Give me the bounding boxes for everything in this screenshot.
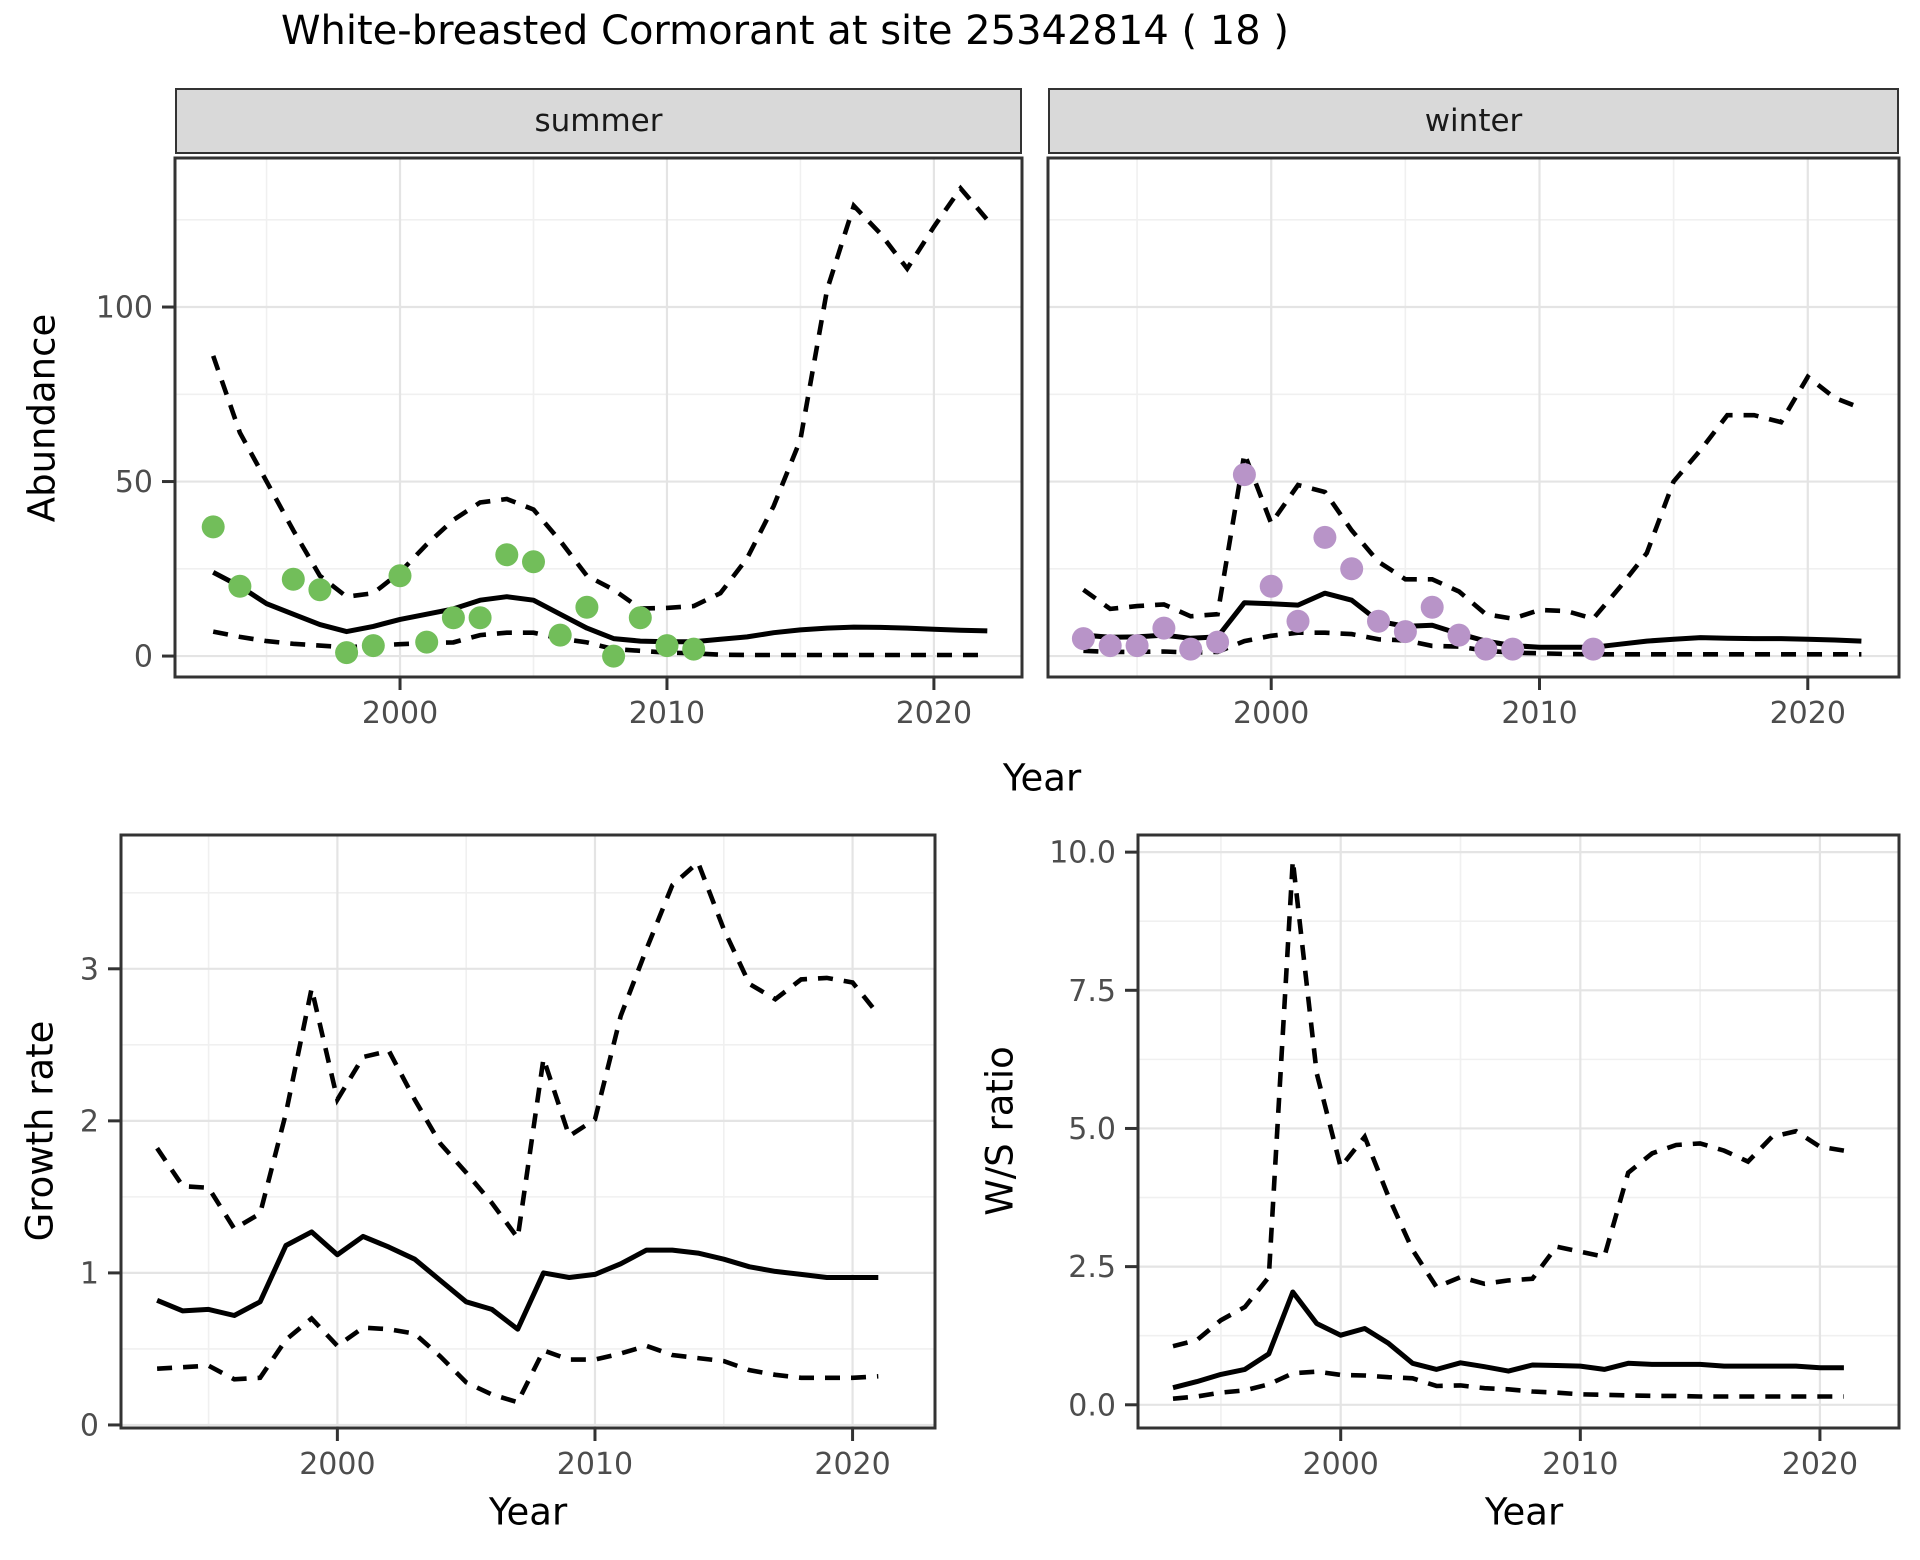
facet-strip-winter: winter <box>1048 88 1899 154</box>
x-tick-label: 2010 <box>1542 1447 1618 1482</box>
data-point-winter <box>1420 595 1444 619</box>
data-point-winter <box>1367 609 1390 633</box>
data-point-winter <box>1393 620 1417 644</box>
data-point-summer <box>628 606 652 630</box>
panel-abundance_summer: 2000 2010 2020 0 50 100 <box>96 156 1024 731</box>
data-point-winter <box>1447 623 1471 647</box>
x-axis-title-year-top: Year <box>1002 756 1082 800</box>
panel-border <box>1046 156 1901 679</box>
data-point-summer <box>228 574 252 598</box>
data-point-summer <box>575 595 599 619</box>
ci-upper-line <box>1082 373 1863 622</box>
y-tick-label: 5.0 <box>1068 1112 1116 1147</box>
data-point-winter <box>1581 637 1605 661</box>
fit-line <box>1172 1289 1844 1391</box>
y-axis-title-growth-rate: Growth rate <box>18 1020 62 1242</box>
x-tick-label: 2000 <box>299 1447 375 1482</box>
ci-upper-line <box>211 184 990 611</box>
y-tick-label: 2 <box>80 1104 99 1139</box>
y-tick-label: 100 <box>96 291 153 326</box>
y-axis-title-ws-ratio: W/S ratio <box>978 1046 1022 1216</box>
data-point-summer <box>495 543 519 567</box>
x-tick-label: 2020 <box>814 1447 890 1482</box>
panel-abundance_winter: 2000 2010 2020 <box>1046 156 1901 731</box>
data-point-summer <box>201 515 225 539</box>
y-tick-label: 2.5 <box>1068 1250 1116 1285</box>
y-tick-label: 50 <box>115 465 153 500</box>
data-point-winter <box>1071 627 1095 651</box>
data-point-winter <box>1340 557 1364 581</box>
chart-title: White-breasted Cormorant at site 2534281… <box>280 8 1290 54</box>
facet-strip-summer: summer <box>175 88 1022 154</box>
data-point-winter <box>1286 609 1310 633</box>
fit-line <box>212 570 988 645</box>
x-tick-label: 2010 <box>629 696 705 731</box>
data-point-winter <box>1501 637 1525 661</box>
data-point-winter <box>1098 634 1122 658</box>
facet-strip-summer-label: summer <box>534 103 663 139</box>
panel-background <box>1138 835 1899 1428</box>
x-tick-label: 2000 <box>1233 696 1309 731</box>
data-point-winter <box>1232 463 1256 487</box>
x-axis-title-year-ws: Year <box>1484 1490 1564 1534</box>
panel-border <box>173 156 1024 679</box>
data-point-summer <box>281 567 305 591</box>
y-tick-label: 0 <box>134 640 153 675</box>
data-point-winter <box>1313 525 1337 549</box>
x-tick-label: 2000 <box>362 696 438 731</box>
data-point-summer <box>441 606 465 630</box>
y-tick-label: 0 <box>80 1408 99 1443</box>
fit-line <box>156 1229 879 1332</box>
y-tick-label: 0.0 <box>1068 1388 1116 1423</box>
facet-strip-winter-label: winter <box>1424 103 1523 139</box>
panel-border <box>1136 833 1901 1430</box>
panel-growth: 2000 2010 2020 0 1 2 3 <box>80 833 937 1482</box>
data-point-winter <box>1474 637 1498 661</box>
panel-background <box>121 835 935 1428</box>
data-point-summer <box>361 634 385 658</box>
data-point-summer <box>308 578 332 602</box>
data-point-summer <box>602 644 626 668</box>
data-point-summer <box>655 634 679 658</box>
data-point-summer <box>522 550 545 574</box>
data-point-summer <box>468 606 492 630</box>
data-point-summer <box>415 630 439 654</box>
data-point-winter <box>1206 630 1230 654</box>
y-tick-label: 1 <box>80 1256 99 1291</box>
x-tick-label: 2020 <box>1782 1447 1858 1482</box>
data-point-winter <box>1179 637 1203 661</box>
panel-ws: 2000 2010 2020 0.0 2.5 5.0 7.5 10.0 <box>1049 833 1901 1482</box>
panel-background <box>175 158 1022 677</box>
ci-upper-line <box>155 858 881 1244</box>
y-axis-title-abundance: Abundance <box>20 313 64 523</box>
x-axis-title-year-growth: Year <box>488 1490 568 1534</box>
ci-lower-line <box>1172 1369 1844 1401</box>
x-tick-label: 2000 <box>1303 1447 1379 1482</box>
panel-border <box>119 833 937 1430</box>
data-point-summer <box>388 564 412 588</box>
ci-lower-line <box>1083 630 1862 657</box>
y-tick-label: 10.0 <box>1049 836 1116 871</box>
ci-lower-line <box>156 1315 879 1405</box>
ci-upper-line <box>1172 860 1845 1349</box>
x-tick-label: 2010 <box>557 1447 633 1482</box>
data-point-summer <box>335 641 359 665</box>
x-tick-label: 2020 <box>896 696 972 731</box>
data-point-winter <box>1125 634 1149 658</box>
y-tick-label: 7.5 <box>1068 974 1116 1009</box>
y-tick-label: 3 <box>80 952 99 987</box>
x-tick-label: 2020 <box>1770 696 1846 731</box>
data-point-winter <box>1152 616 1176 640</box>
x-tick-label: 2010 <box>1501 696 1577 731</box>
data-point-summer <box>682 637 706 661</box>
data-point-summer <box>548 623 572 647</box>
data-point-winter <box>1259 574 1283 598</box>
